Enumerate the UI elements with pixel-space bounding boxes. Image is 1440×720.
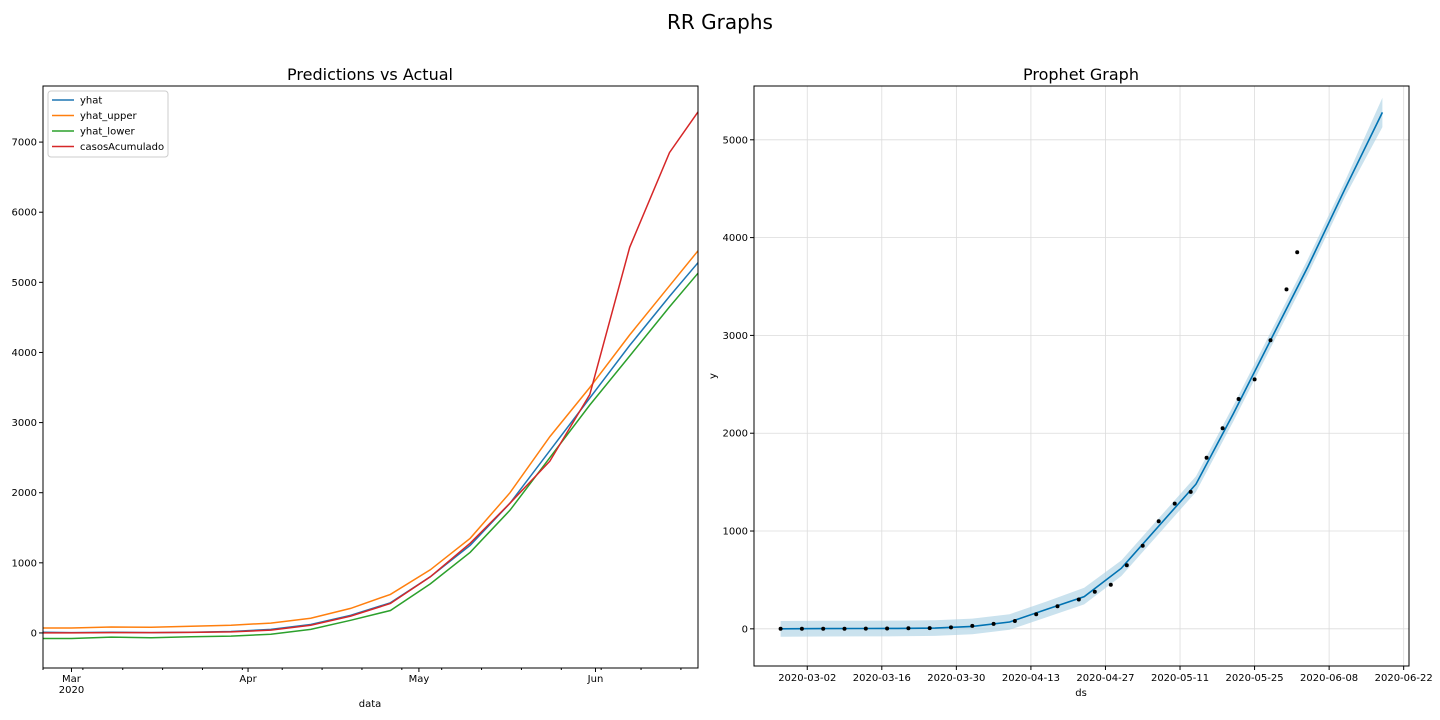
x-tick-label: May xyxy=(409,674,430,685)
series-line-yhat xyxy=(42,262,699,634)
chart1-legend: yhat yhat_upper yhat_lower casosAcumulado xyxy=(47,90,169,158)
observed-point xyxy=(778,626,783,631)
legend-entry-yhat: yhat xyxy=(80,96,102,107)
observed-point xyxy=(991,621,996,626)
observed-point xyxy=(1252,377,1257,382)
legend-box xyxy=(47,90,169,158)
legend-entry-yhat-lower: yhat_lower xyxy=(80,127,136,138)
observed-point xyxy=(1295,250,1300,255)
x-tick-label: 2020-03-02 xyxy=(778,673,836,684)
y-tick-label: 0 xyxy=(742,624,748,635)
observed-point xyxy=(863,626,868,631)
x-tick-label: 2020-05-11 xyxy=(1151,673,1209,684)
observed-point xyxy=(1156,519,1161,524)
observed-point xyxy=(1108,582,1113,587)
figure-suptitle: RR Graphs xyxy=(667,10,773,34)
observed-point xyxy=(842,626,847,631)
chart2-title: Prophet Graph xyxy=(1023,65,1139,84)
y-tick-label: 3000 xyxy=(723,331,748,342)
chart1-title: Predictions vs Actual xyxy=(287,65,453,84)
chart2-ylabel: y xyxy=(708,373,719,379)
predictions-vs-actual-chart: Predictions vs Actual 0 1000 2000 3000 4000 5… xyxy=(12,65,699,710)
x-tick-label: 2020-06-22 xyxy=(1375,673,1433,684)
series-line-yhat-lower xyxy=(43,272,699,640)
y-tick-label: 1000 xyxy=(12,558,37,569)
y-tick-label: 4000 xyxy=(723,233,748,244)
x-tick-sublabel: 2020 xyxy=(59,685,84,696)
observed-point xyxy=(885,626,890,631)
observed-point xyxy=(1172,501,1177,506)
x-tick-label: 2020-03-30 xyxy=(927,673,985,684)
forecast-line xyxy=(780,112,1384,630)
observed-point xyxy=(1204,455,1209,460)
y-tick-label: 4000 xyxy=(12,348,37,359)
observed-point xyxy=(1188,489,1193,494)
y-tick-label: 5000 xyxy=(723,135,748,146)
observed-point xyxy=(927,626,932,631)
observed-point xyxy=(906,626,911,631)
y-tick-label: 0 xyxy=(31,628,37,639)
observed-point xyxy=(949,625,953,630)
x-tick-label: 2020-03-16 xyxy=(853,673,911,684)
series-line-casosAcumulado xyxy=(43,111,699,634)
chart2-plot-frame xyxy=(753,85,1410,667)
x-tick-label: 2020-04-27 xyxy=(1076,673,1134,684)
y-tick-label: 3000 xyxy=(12,418,37,429)
x-tick-label: Jun xyxy=(587,674,604,685)
observed-point xyxy=(799,626,804,631)
observed-point xyxy=(1140,543,1145,548)
y-tick-label: 6000 xyxy=(12,208,37,219)
observed-point xyxy=(970,623,975,628)
x-tick-label: 2020-04-13 xyxy=(1002,673,1060,684)
y-tick-label: 2000 xyxy=(723,429,748,440)
observed-point xyxy=(1076,597,1081,602)
x-tick-label: 2020-06-08 xyxy=(1300,673,1358,684)
observed-point xyxy=(1220,426,1225,431)
legend-entry-yhat-upper: yhat_upper xyxy=(80,111,137,122)
y-tick-label: 5000 xyxy=(12,278,37,289)
observed-point xyxy=(1012,619,1017,623)
observed-point xyxy=(1034,612,1039,617)
x-tick-label: Mar xyxy=(62,674,82,685)
legend-entry-casosAcumulado: casosAcumulado xyxy=(80,142,164,153)
series-line-yhat-upper xyxy=(43,250,699,629)
uncertainty-band xyxy=(780,97,1383,637)
observed-point xyxy=(1055,604,1060,609)
observed-point xyxy=(1268,338,1273,343)
x-tick-label: 2020-05-25 xyxy=(1226,673,1284,684)
observed-point xyxy=(1236,397,1241,401)
observed-point xyxy=(1124,563,1129,568)
y-tick-label: 2000 xyxy=(12,488,37,499)
observed-point xyxy=(1092,589,1097,594)
y-tick-label: 1000 xyxy=(723,527,748,538)
chart1-plot-frame xyxy=(42,85,699,669)
y-tick-label: 7000 xyxy=(12,138,37,149)
observed-point xyxy=(1284,287,1289,292)
chart1-xlabel: data xyxy=(359,699,382,710)
observed-point xyxy=(821,626,826,631)
prophet-graph-chart: Prophet Graph 0 1000 2000 3000 4000 5000 2020-… xyxy=(708,65,1433,699)
chart2-xlabel: ds xyxy=(1075,688,1087,699)
x-tick-label: Apr xyxy=(239,674,257,685)
